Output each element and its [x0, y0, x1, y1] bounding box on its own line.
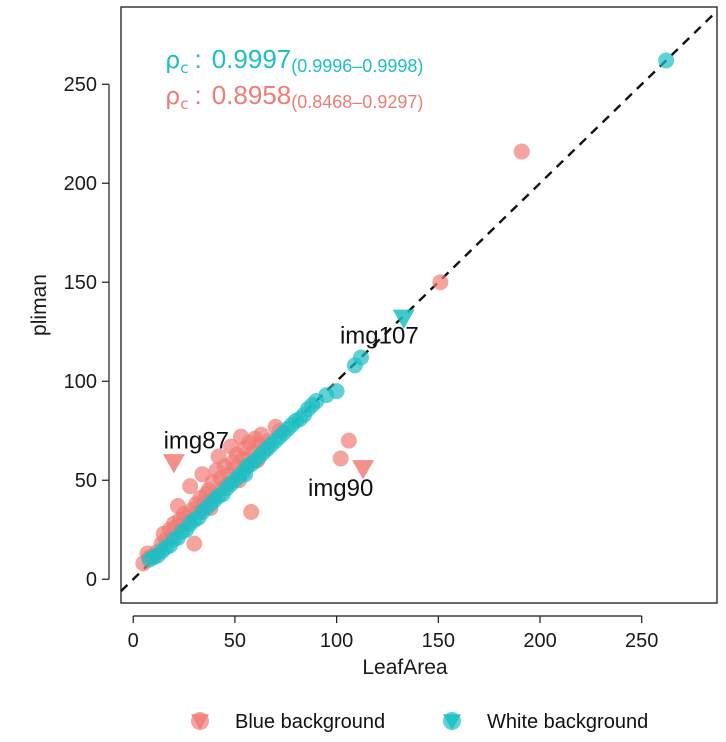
data-point-triangle-blue-background — [162, 454, 185, 474]
x-tick-label: 250 — [625, 630, 658, 652]
concordance-stat: ρc:0.8958(0.8468–0.9297) — [165, 80, 423, 113]
stat-separator: : — [194, 44, 201, 74]
data-point-white-background — [353, 349, 370, 366]
data-point-white-background — [328, 383, 345, 400]
legend: Blue background White background — [191, 711, 648, 733]
data-point-blue-background — [182, 478, 199, 495]
y-tick-label: 50 — [75, 470, 97, 492]
stat-separator: : — [194, 80, 201, 110]
x-tick-label: 100 — [320, 630, 353, 652]
annotation-label: img90 — [308, 475, 373, 502]
y-tick-label: 250 — [64, 74, 97, 96]
data-point-blue-background — [513, 143, 530, 160]
x-tick-label: 0 — [128, 630, 139, 652]
data-point-white-background — [658, 52, 675, 69]
stat-confidence-interval: (0.9996–0.9998) — [291, 56, 423, 76]
data-point-blue-background — [243, 503, 260, 520]
data-points-layer — [135, 52, 675, 572]
data-point-triangle-white-background — [392, 309, 415, 329]
x-tick-label: 200 — [523, 630, 556, 652]
legend-label: Blue background — [235, 711, 385, 733]
data-point-blue-background — [332, 450, 349, 467]
legend-key-triangle — [443, 714, 461, 730]
concordance-stat: ρc:0.9997(0.9996–0.9998) — [165, 44, 423, 77]
stat-confidence-interval: (0.8468–0.9297) — [291, 92, 423, 112]
data-point-blue-background — [186, 535, 203, 552]
plot-frame — [120, 6, 718, 604]
legend-key-triangle — [191, 714, 209, 730]
annotations-layer: img107img87img90ρc:0.9997(0.9996–0.9998)… — [164, 44, 424, 502]
reference-line-layer — [120, 10, 718, 592]
y-axis-title: pliman — [28, 274, 51, 336]
x-axis-title: LeafArea — [362, 656, 448, 679]
rho-subscript: c — [180, 59, 188, 77]
reference-line-y-equals-x — [120, 10, 718, 592]
stat-value: 0.8958 — [212, 80, 292, 110]
stat-value: 0.9997 — [212, 44, 292, 74]
annotation-label: img87 — [164, 428, 229, 455]
axes-layer: 0 50 100 150 200 250 0 50 100 150 200 250 LeafArea pl… — [28, 6, 718, 679]
data-point-triangle-blue-background — [352, 460, 375, 480]
rho-subscript: c — [180, 95, 188, 113]
data-point-blue-background — [340, 432, 357, 449]
data-point-blue-background — [432, 274, 449, 291]
legend-label: White background — [487, 711, 648, 733]
x-tick-label: 50 — [224, 630, 246, 652]
y-tick-label: 0 — [86, 569, 97, 591]
rho-symbol: ρ — [165, 82, 180, 110]
y-tick-label: 100 — [64, 371, 97, 393]
x-tick-label: 150 — [422, 630, 455, 652]
annotation-label: img107 — [340, 323, 419, 350]
y-tick-label: 200 — [64, 173, 97, 195]
y-tick-label: 150 — [64, 272, 97, 294]
rho-symbol: ρ — [165, 46, 180, 74]
